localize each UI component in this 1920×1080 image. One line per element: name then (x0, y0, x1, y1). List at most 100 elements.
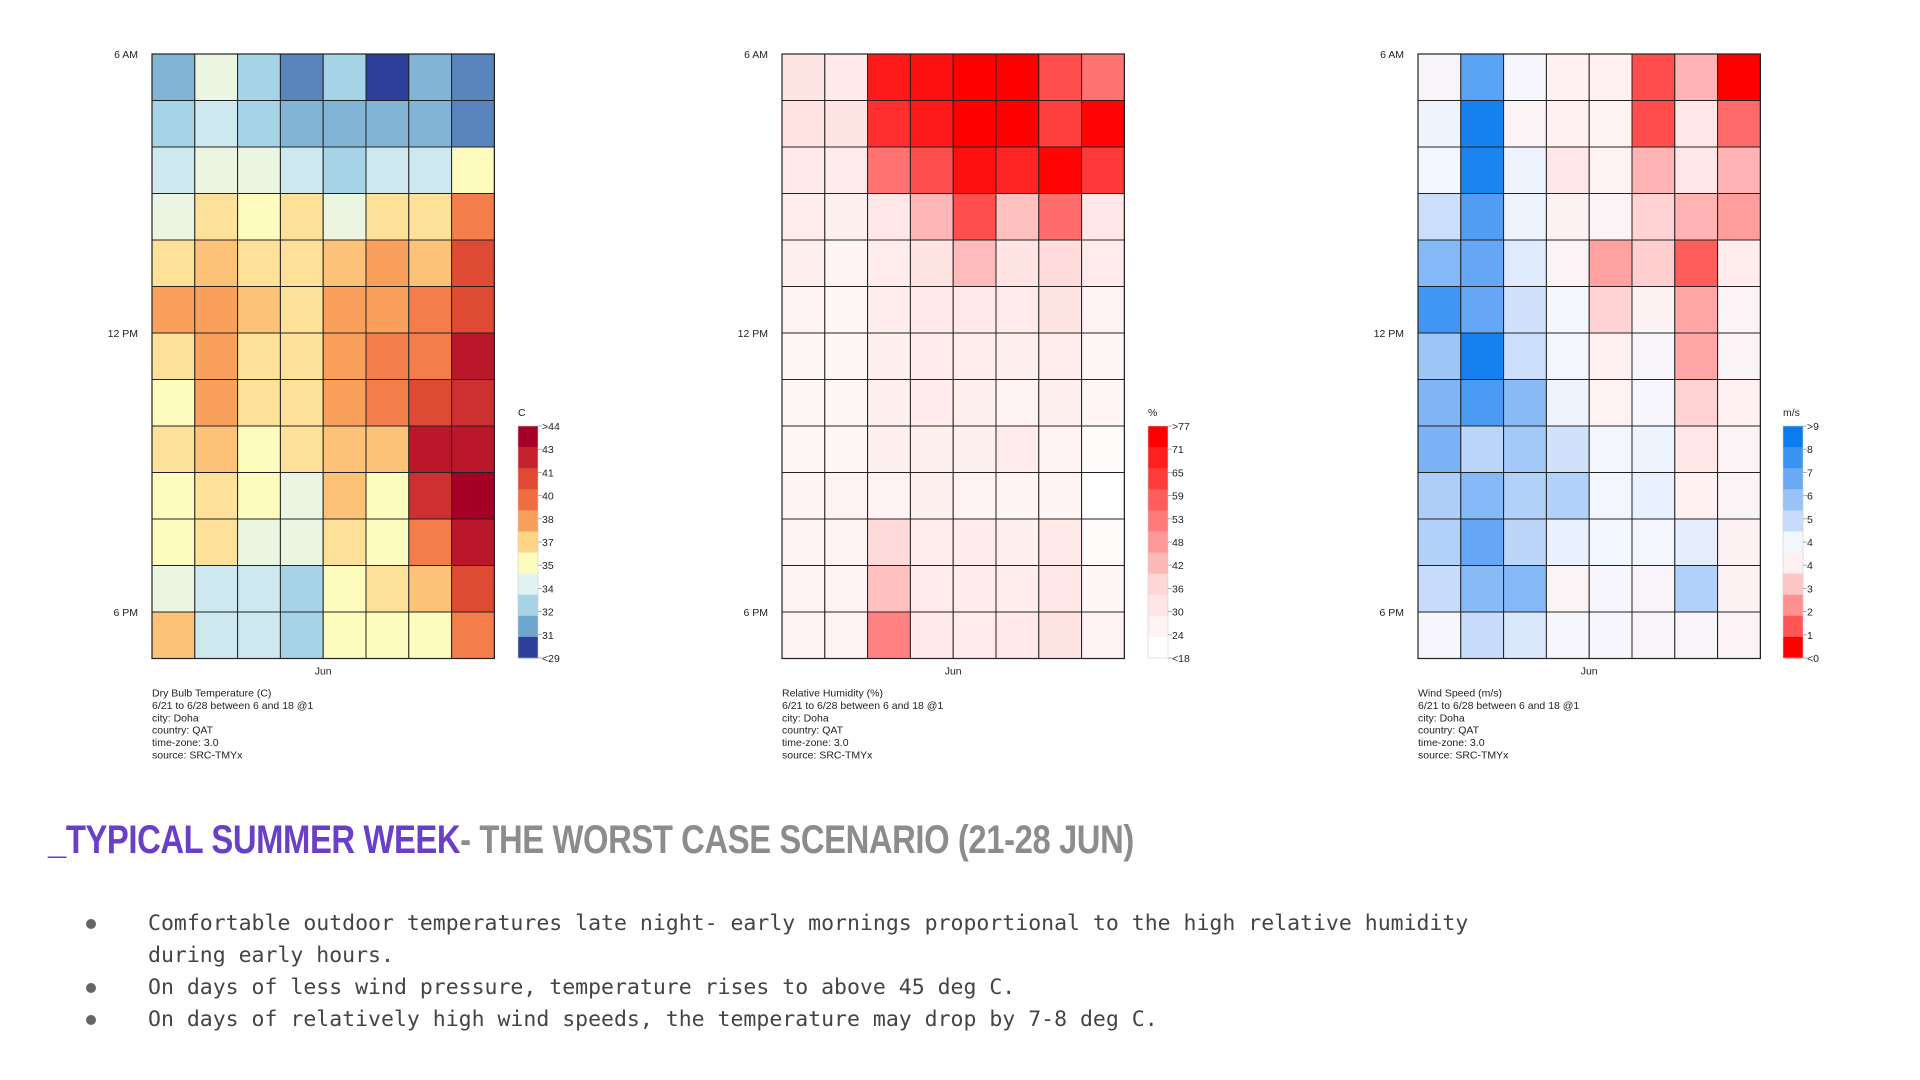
chart-caption-line: city: Doha (152, 712, 199, 724)
heatmap-cell (995, 53, 1040, 101)
heatmap-cell (279, 472, 324, 520)
heatmap-cell (1417, 611, 1462, 659)
heatmap-cell (408, 565, 453, 613)
heatmap-cell (909, 472, 954, 520)
heatmap-cell (1588, 425, 1633, 473)
heatmap-cell (867, 611, 911, 659)
heatmap-cell (909, 100, 954, 148)
heatmap-cell (1503, 239, 1547, 287)
heatmap-cell (1460, 332, 1505, 380)
colorbar-segment (518, 552, 538, 575)
heatmap-cell (322, 239, 367, 287)
heatmap-cell (1417, 472, 1462, 520)
heatmap-cell (365, 193, 410, 241)
heatmap-cell (237, 518, 281, 566)
heatmap-cell (909, 425, 954, 473)
heatmap-cell (1631, 239, 1676, 287)
heatmap-cell (1081, 472, 1125, 520)
bullet-list: Comfortable outdoor temperatures late ni… (80, 908, 1480, 1036)
heatmap-cell (952, 286, 997, 334)
heatmap-cell (365, 611, 410, 659)
bullet-item: Comfortable outdoor temperatures late ni… (80, 908, 1480, 972)
heatmap-cell (995, 565, 1040, 613)
colorbar-tick-label: <18 (1172, 653, 1190, 665)
heatmap-cell (909, 286, 954, 334)
heatmap-cell (1081, 379, 1125, 427)
heatmap-cell (1674, 518, 1719, 566)
heatmap-cell (1588, 286, 1633, 334)
heatmap-cell (279, 239, 324, 287)
heatmap-cell (1674, 472, 1719, 520)
heatmap-cell (1038, 53, 1083, 101)
heatmap-cell (1081, 193, 1125, 241)
x-axis-label: Jun (945, 666, 962, 678)
heatmap-cell (322, 472, 367, 520)
heatmap-cell (1503, 53, 1547, 101)
heatmap-frame (1417, 53, 1761, 660)
colorbar-segment (1783, 447, 1803, 469)
heatmap-cell (824, 193, 869, 241)
colorbar-segment (1783, 510, 1803, 532)
heatmap-cell (194, 100, 239, 148)
heatmap-cell (1460, 53, 1505, 101)
bullet-item: On days of relatively high wind speeds, … (80, 1004, 1480, 1036)
chart-caption-line: source: SRC-TMYx (1418, 750, 1509, 762)
heatmap-cell (237, 425, 281, 473)
chart-caption-line: time-zone: 3.0 (1418, 737, 1485, 749)
colorbar-tick-label: 4 (1807, 537, 1813, 549)
chart-caption-line: 6/21 to 6/28 between 6 and 18 @1 (782, 700, 943, 712)
heatmap-cell (365, 518, 410, 566)
colorbar-tick-label: >9 (1807, 421, 1819, 433)
heatmap-cell (322, 286, 367, 334)
heatmap-cell (1717, 286, 1761, 334)
heatmap-cell (824, 518, 869, 566)
colorbar-segment (518, 510, 538, 532)
heatmap-cell (867, 425, 911, 473)
heatmap-cell (279, 193, 324, 241)
colorbar-tick-label: 4 (1807, 560, 1813, 572)
heatmap-cell (952, 611, 997, 659)
heatmap-cell (1674, 332, 1719, 380)
heatmap-cell (781, 611, 826, 659)
heatmap-cell (408, 425, 453, 473)
heatmap-cell (781, 472, 826, 520)
heatmap-cell (1717, 53, 1761, 101)
heatmap-cell (1588, 146, 1633, 194)
heatmap-cell (824, 472, 869, 520)
heatmap-cell (909, 146, 954, 194)
heatmap-cell (1460, 193, 1505, 241)
heatmap-cell (1545, 611, 1590, 659)
heatmap-cell (237, 286, 281, 334)
heatmap-cell (1460, 472, 1505, 520)
heatmap-cell (1545, 53, 1590, 101)
chart-caption-line: time-zone: 3.0 (152, 737, 219, 749)
heatmap-cell (781, 239, 826, 287)
heatmap-cell (1460, 239, 1505, 287)
heatmap-cell (1717, 611, 1761, 659)
colorbar-tick-label: 41 (542, 467, 554, 479)
x-axis-label: Jun (315, 666, 332, 678)
colorbar-segment (1148, 447, 1168, 469)
heatmap-cell (1038, 611, 1083, 659)
heatmap-cell (952, 53, 997, 101)
heatmap-frame (781, 53, 1125, 660)
heatmap-cell (1038, 518, 1083, 566)
heatmap-cell (1674, 425, 1719, 473)
heatmap-cell (909, 379, 954, 427)
colorbar-tick-label: <0 (1807, 653, 1819, 665)
colorbar-segment (518, 636, 538, 659)
colorbar-segment (1783, 573, 1803, 596)
heatmap-cell (237, 472, 281, 520)
heatmap-cell (151, 425, 196, 473)
colorbar-segment (1148, 636, 1168, 659)
heatmap-cell (1503, 332, 1547, 380)
heatmap-cell (322, 425, 367, 473)
heatmap-cell (365, 239, 410, 287)
heatmap-cell (451, 425, 495, 473)
heatmap-cell (451, 100, 495, 148)
heatmap-cell (781, 518, 826, 566)
heatmap-cell (451, 286, 495, 334)
heatmap-cell (322, 146, 367, 194)
heatmap-cell (1588, 100, 1633, 148)
heatmap-cell (1717, 425, 1761, 473)
